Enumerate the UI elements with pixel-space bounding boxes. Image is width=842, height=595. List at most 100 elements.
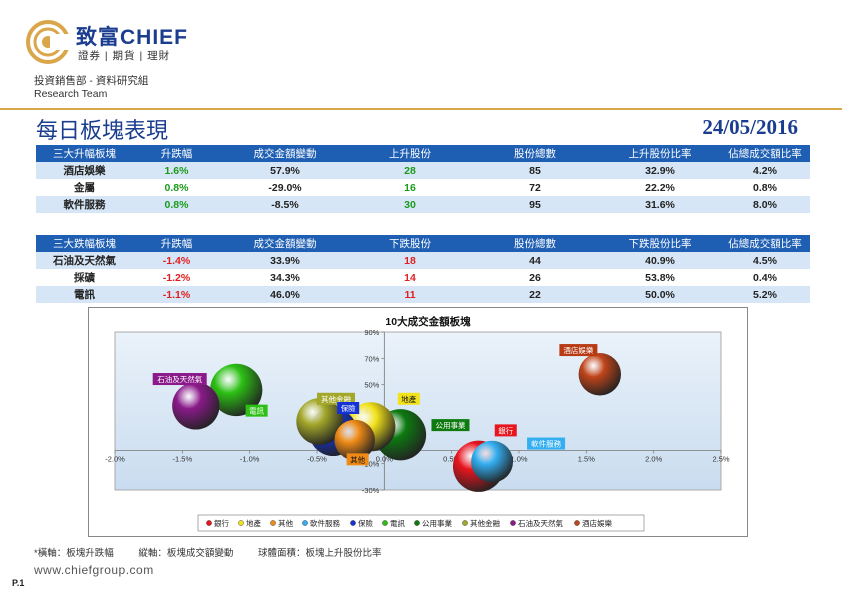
bubble-label-box	[317, 392, 355, 405]
table-row: 石油及天然氣 -1.4% 33.9% 18 44 40.9% 4.5%	[36, 252, 810, 269]
legend-label: 其他金融	[470, 518, 500, 528]
legend-marker	[462, 520, 468, 526]
falling-ratio: 40.9%	[600, 252, 720, 269]
legend-label: 保險	[358, 518, 373, 528]
website-url: www.chiefgroup.com	[34, 563, 154, 577]
turnover-change: 34.3%	[220, 269, 350, 286]
bubble-label: 其他金融	[321, 394, 351, 404]
change-pct: -1.2%	[133, 269, 220, 286]
rising-count: 30	[350, 196, 470, 213]
table-row: 電訊 -1.1% 46.0% 11 22 50.0% 5.2%	[36, 286, 810, 303]
turnover-change: 57.9%	[220, 162, 350, 179]
sector-name: 酒店娛樂	[36, 162, 133, 179]
bubble-電訊	[210, 363, 263, 417]
col-header: 三大跌幅板塊	[36, 235, 133, 252]
falling-count: 14	[350, 269, 470, 286]
total-count: 72	[470, 179, 600, 196]
turnover-share: 8.0%	[720, 196, 810, 213]
bubble-label: 公用事業	[435, 420, 465, 430]
sector-name: 金屬	[36, 179, 133, 196]
col-header: 股份總數	[470, 235, 600, 252]
bubble-label: 保險	[341, 403, 356, 413]
turnover-change: -8.5%	[220, 196, 350, 213]
table-row: 採礦 -1.2% 34.3% 14 26 53.8% 0.4%	[36, 269, 810, 286]
x-tick-label: -0.5%	[307, 455, 327, 464]
sector-name: 軟件服務	[36, 196, 133, 213]
footnote-xaxis: *橫軸：板塊升跌幅	[34, 548, 114, 559]
bubble-label-box	[527, 437, 566, 450]
x-tick-label: 2.5%	[712, 455, 729, 464]
bubble-label: 電訊	[249, 406, 264, 416]
total-count: 95	[470, 196, 600, 213]
turnover-share: 5.2%	[720, 286, 810, 303]
department-en: Research Team	[34, 88, 108, 100]
total-count: 44	[470, 252, 600, 269]
legend-marker	[350, 520, 356, 526]
sector-name: 採礦	[36, 269, 133, 286]
brand-name: 致富CHIEF	[76, 26, 188, 49]
legend-marker	[238, 520, 244, 526]
legend-label: 地產	[246, 518, 261, 528]
report-date: 24/05/2016	[702, 115, 798, 139]
bubble-其他	[334, 419, 375, 461]
legend-marker	[270, 520, 276, 526]
bubble-label-box	[431, 419, 470, 432]
bubble-label-box	[152, 373, 207, 386]
col-header: 上升股份	[350, 145, 470, 162]
header-divider	[0, 108, 842, 110]
col-header: 成交金額變動	[220, 145, 350, 162]
legend-marker	[302, 520, 308, 526]
bubble-酒店娛樂	[578, 353, 622, 396]
bubble-label-box	[397, 392, 420, 405]
y-tick-label: 70%	[364, 354, 379, 363]
legend-marker	[382, 520, 388, 526]
x-tick-label: -2.0%	[105, 455, 125, 464]
col-header: 成交金額變動	[220, 235, 350, 252]
legend-label: 酒店娛樂	[582, 518, 612, 528]
chart-title: 10大成交金額板塊	[385, 315, 471, 328]
y-tick-label: -10%	[362, 460, 380, 469]
falling-ratio: 50.0%	[600, 286, 720, 303]
chief-logo-icon	[26, 20, 70, 64]
change-pct: -1.1%	[133, 286, 220, 303]
x-tick-label: -1.5%	[173, 455, 193, 464]
sector-name: 石油及天然氣	[36, 252, 133, 269]
col-header: 股份總數	[470, 145, 600, 162]
legend-label: 軟件服務	[310, 518, 340, 528]
turnover-change: 46.0%	[220, 286, 350, 303]
page-number: P.1	[12, 578, 25, 588]
x-tick-label: 0.0%	[376, 455, 393, 464]
top-losers-table: 三大跌幅板塊 升跌幅 成交金額變動 下跌股份 股份總數 下跌股份比率 佔總成交額…	[36, 235, 810, 303]
legend-marker	[414, 520, 420, 526]
bubble-其他金融	[296, 398, 344, 445]
bubble-label-box	[337, 402, 360, 414]
y-tick-label: 50%	[364, 381, 379, 390]
total-count: 26	[470, 269, 600, 286]
rising-ratio: 32.9%	[600, 162, 720, 179]
x-tick-label: 0.5%	[443, 455, 460, 464]
page-title: 每日板塊表現	[36, 119, 169, 144]
change-pct: 0.8%	[133, 196, 220, 213]
legend-marker	[574, 520, 580, 526]
department-cn: 投資銷售部 - 資料研究組	[34, 75, 149, 87]
bubble-label: 軟件服務	[531, 439, 561, 449]
bubble-label: 酒店娛樂	[563, 345, 593, 355]
bubble-石油及天然氣	[172, 382, 220, 430]
legend-label: 銀行	[214, 518, 229, 528]
turnover-change: 33.9%	[220, 252, 350, 269]
x-tick-label: 2.0%	[645, 455, 662, 464]
col-header: 佔總成交額比率	[720, 145, 810, 162]
bubble-label: 地產	[401, 394, 416, 404]
x-tick-label: 1.5%	[578, 455, 595, 464]
legend-label: 石油及天然氣	[518, 518, 563, 528]
turnover-change: -29.0%	[220, 179, 350, 196]
bubble-軟件服務	[471, 440, 513, 483]
falling-ratio: 53.8%	[600, 269, 720, 286]
total-count: 22	[470, 286, 600, 303]
y-tick-label: -30%	[362, 486, 380, 495]
change-pct: -1.4%	[133, 252, 220, 269]
turnover-share: 0.4%	[720, 269, 810, 286]
x-tick-label: -1.0%	[240, 455, 260, 464]
bubble-label: 石油及天然氣	[157, 374, 202, 384]
col-header: 三大升幅板塊	[36, 145, 133, 162]
